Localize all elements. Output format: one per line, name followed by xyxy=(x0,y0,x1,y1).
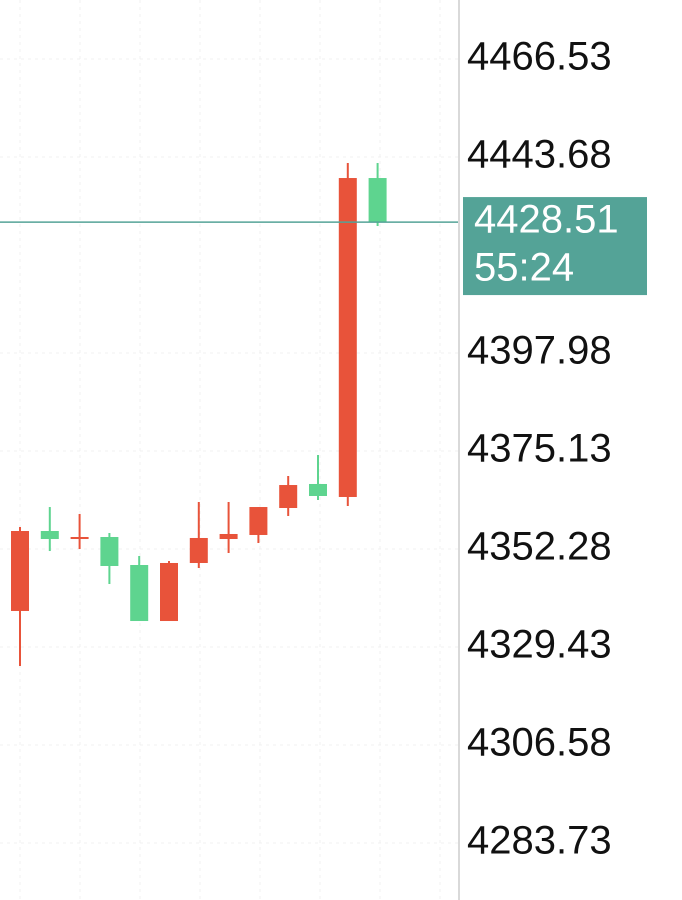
candle-body xyxy=(309,483,327,496)
y-tick-label: 4283.73 xyxy=(467,819,612,863)
candle-body xyxy=(368,178,387,223)
candle-body xyxy=(189,537,208,563)
countdown-label: 55:24 xyxy=(474,246,574,290)
candle-body xyxy=(160,562,178,622)
candle-body xyxy=(70,536,89,540)
candle-body xyxy=(130,565,149,622)
candle-body xyxy=(100,536,119,566)
y-tick-label: 4466.53 xyxy=(467,35,612,79)
candle-body xyxy=(219,533,238,540)
y-tick-label: 4397.98 xyxy=(467,329,612,373)
candle-body xyxy=(249,507,268,535)
candle-body xyxy=(11,530,29,611)
y-tick-label: 4329.43 xyxy=(467,623,612,667)
candle-body xyxy=(279,485,298,509)
y-tick-label: 4443.68 xyxy=(467,133,612,177)
candle-body xyxy=(338,178,357,497)
current-price-label: 4428.51 xyxy=(474,198,619,242)
candle-body xyxy=(40,530,59,540)
y-tick-label: 4375.13 xyxy=(467,427,612,471)
current-price-box xyxy=(463,197,647,296)
y-tick-label: 4352.28 xyxy=(467,525,612,569)
y-tick-label: 4306.58 xyxy=(467,721,612,765)
